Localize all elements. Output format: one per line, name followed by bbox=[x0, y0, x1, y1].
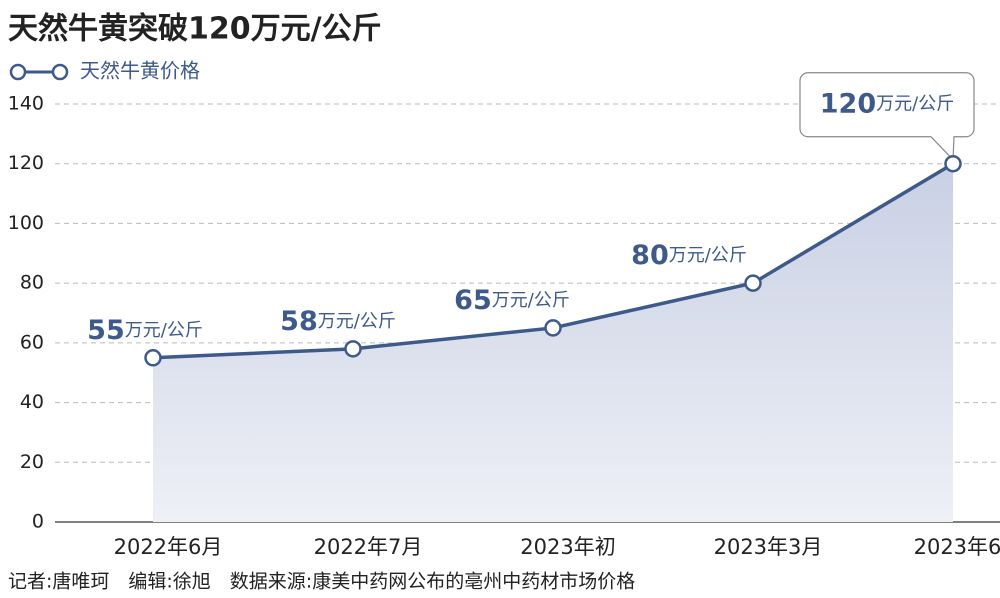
legend-marker bbox=[9, 63, 27, 81]
data-label: 58万元/公斤 bbox=[280, 305, 396, 336]
y-tick-label: 40 bbox=[20, 391, 44, 413]
legend: 天然牛黄价格 bbox=[9, 59, 200, 83]
data-label: 65万元/公斤 bbox=[454, 284, 570, 315]
point bbox=[344, 340, 362, 358]
legend-marker bbox=[51, 63, 69, 81]
area bbox=[153, 163, 953, 522]
x-tick-label: 2023年6月 bbox=[914, 535, 1000, 559]
point bbox=[744, 274, 762, 292]
x-tick-label: 2023年3月 bbox=[714, 535, 823, 559]
data-label: 120万元/公斤 bbox=[820, 88, 954, 119]
y-tick-label: 20 bbox=[20, 451, 44, 473]
y-tick-label: 80 bbox=[20, 272, 44, 294]
point bbox=[544, 319, 562, 337]
x-tick-label: 2023年初 bbox=[520, 535, 615, 559]
data-label: 55万元/公斤 bbox=[87, 314, 203, 345]
point bbox=[944, 154, 962, 173]
y-tick-label: 120 bbox=[8, 152, 44, 174]
chart-title: 天然牛黄突破120万元/公斤 bbox=[8, 12, 382, 47]
x-tick-label: 2022年7月 bbox=[314, 535, 423, 559]
data-label: 80万元/公斤 bbox=[631, 240, 747, 271]
callout bbox=[799, 72, 975, 162]
y-tick-label: 0 bbox=[32, 511, 44, 533]
y-tick-label: 140 bbox=[8, 93, 44, 115]
y-tick-label: 100 bbox=[8, 212, 44, 234]
legend-label: 天然牛黄价格 bbox=[80, 59, 200, 83]
y-tick-label: 60 bbox=[20, 331, 44, 353]
source-note: 记者:唐唯珂 编辑:徐旭 数据来源:康美中药网公布的亳州中药材市场价格 bbox=[8, 571, 635, 593]
x-tick-label: 2022年6月 bbox=[114, 535, 223, 559]
point bbox=[144, 349, 162, 367]
